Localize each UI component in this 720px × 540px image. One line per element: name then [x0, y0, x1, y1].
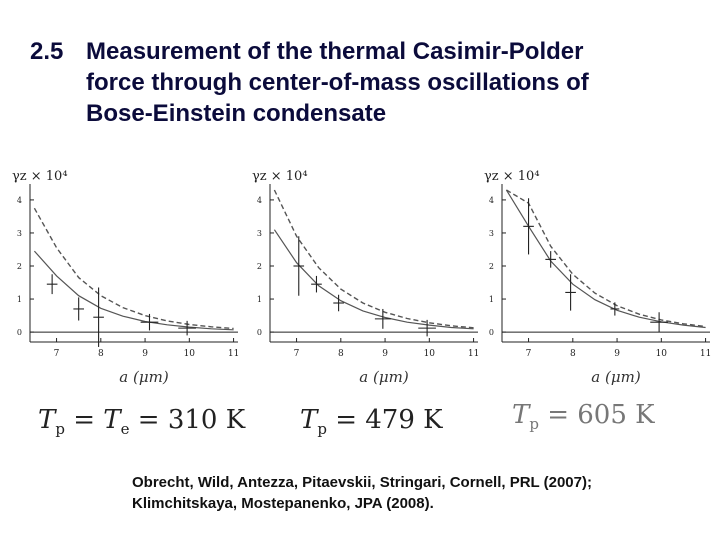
solid-curve: [505, 189, 706, 329]
y-tick-label: 0: [489, 328, 494, 337]
x-tick-label: 9: [614, 349, 620, 359]
chart-panel-3: γz × 10⁴ 0 1 2 3 4 7 8 9 10 11 a (μm): [484, 169, 711, 386]
y-tick-label: 2: [257, 262, 262, 271]
y-tick-label: 4: [257, 196, 262, 205]
data-point: [293, 236, 305, 296]
x-tick-label: 8: [570, 349, 576, 359]
y-tick-label: 1: [17, 295, 22, 304]
x-tick-label: 7: [294, 349, 300, 359]
formula-2: Tp = 479 K: [300, 405, 443, 438]
dashed-curve: [273, 189, 474, 329]
formula-1-mid-sub: e: [120, 420, 130, 439]
x-tick-label: 8: [98, 349, 104, 359]
y-tick-label: 1: [489, 295, 494, 304]
y-tick-label: 4: [17, 196, 22, 205]
dashed-curve: [33, 207, 234, 330]
y-tick-label: 3: [257, 229, 262, 238]
reference: Obrecht, Wild, Antezza, Pitaevskii, Stri…: [132, 472, 712, 514]
x-tick-label: 7: [526, 349, 532, 359]
x-tick-label: 10: [184, 349, 196, 359]
y-tick-label: 0: [17, 328, 22, 337]
y-tick-label: 1: [257, 295, 262, 304]
title-line-2: force through center-of-mass oscillation…: [86, 69, 589, 96]
formula-2-lhs: T: [300, 405, 318, 435]
data-point: [545, 251, 556, 268]
x-axis-label: a (μm): [119, 368, 169, 386]
formula-3-rhs: = 605 K: [538, 400, 655, 430]
data-point: [523, 198, 534, 255]
data-point: [333, 294, 344, 312]
chart-panel-2: γz × 10⁴ 0 1 2 3 4 7 8 9 10 11 a (μm): [252, 169, 479, 386]
y-axis-label: γz × 10⁴: [252, 169, 308, 184]
y-tick-label: 4: [489, 196, 494, 205]
data-point: [73, 297, 84, 321]
formula-1-lhs-sub: p: [55, 420, 65, 439]
y-tick-label: 0: [257, 328, 262, 337]
x-axis-label: a (μm): [359, 368, 409, 386]
chart-panel-1: γz × 10⁴ 0 1 2 3 4 7 8 9 10 11 a (μm): [12, 169, 239, 386]
formula-1: Tp = Te = 310 K: [38, 405, 245, 438]
y-tick-label: 2: [489, 262, 494, 271]
data-point: [311, 275, 322, 293]
solid-curve: [273, 229, 474, 330]
formula-3-lhs: T: [512, 400, 530, 430]
x-tick-label: 9: [142, 349, 148, 359]
data-point: [418, 319, 436, 337]
formula-2-lhs-sub: p: [317, 420, 327, 439]
dashed-curve: [506, 189, 706, 328]
reference-line-1: Obrecht, Wild, Antezza, Pitaevskii, Stri…: [132, 474, 592, 491]
section-number: 2.5: [30, 38, 64, 65]
y-axis-label: γz × 10⁴: [12, 169, 68, 184]
formula-3-lhs-sub: p: [529, 415, 539, 434]
x-tick-label: 11: [228, 349, 239, 359]
x-tick-label: 9: [382, 349, 388, 359]
formula-2-rhs: = 479 K: [326, 405, 443, 435]
x-tick-label: 8: [338, 349, 344, 359]
formula-1-mid: = T: [64, 405, 121, 435]
x-tick-label: 7: [54, 349, 60, 359]
x-axis-label: a (μm): [591, 368, 641, 386]
x-tick-label: 11: [700, 349, 711, 359]
formula-1-lhs: T: [38, 405, 56, 435]
data-point: [140, 313, 159, 331]
x-tick-label: 10: [656, 349, 668, 359]
x-tick-label: 11: [468, 349, 479, 359]
data-point: [46, 274, 58, 295]
title-line-3: Bose-Einstein condensate: [86, 100, 387, 127]
y-tick-label: 3: [489, 229, 494, 238]
data-point: [178, 320, 196, 336]
title-line-1: Measurement of the thermal Casimir-Polde…: [86, 38, 584, 65]
y-tick-label: 3: [17, 229, 22, 238]
formula-1-rhs: = 310 K: [129, 405, 246, 435]
y-tick-label: 2: [17, 262, 22, 271]
data-point: [93, 287, 104, 347]
data-point: [650, 312, 668, 333]
data-point: [374, 308, 391, 329]
solid-curve: [33, 250, 234, 331]
formula-3: Tp = 605 K: [512, 400, 655, 433]
slide-title: 2.5 Measurement of the thermal Casimir-Po…: [30, 36, 710, 129]
x-tick-label: 10: [424, 349, 436, 359]
data-point: [565, 274, 576, 311]
y-axis-label: γz × 10⁴: [484, 169, 540, 184]
data-point: [610, 302, 620, 316]
reference-line-2: Klimchitskaya, Mostepanenko, JPA (2008).: [132, 495, 434, 512]
